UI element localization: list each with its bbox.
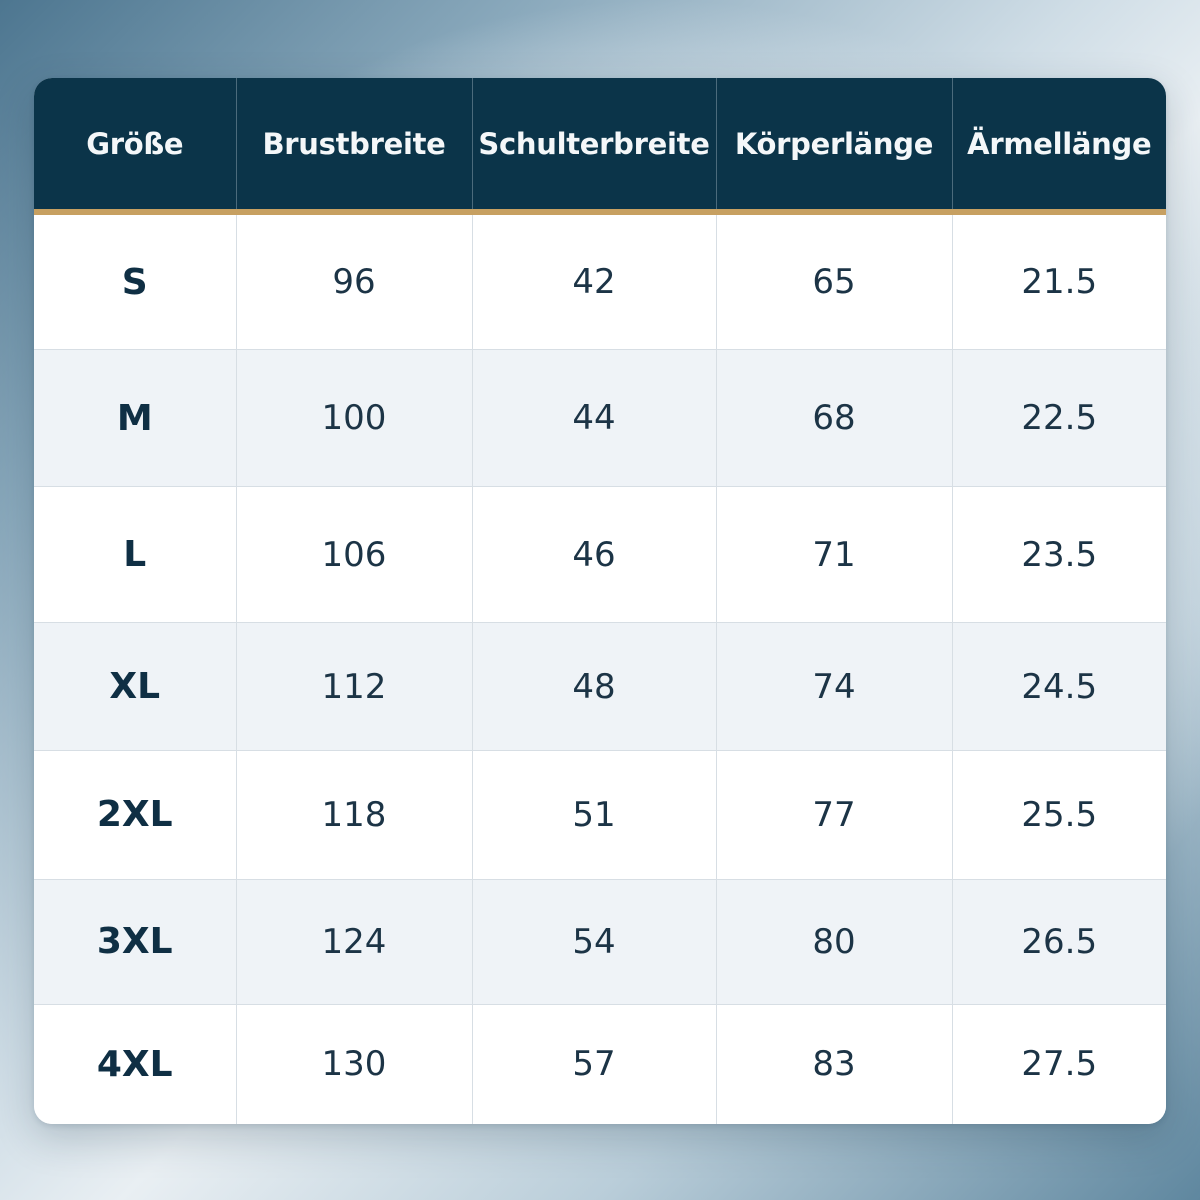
chest-width-cell: 112 <box>236 622 473 752</box>
shoulder-width-cell: 42 <box>472 212 717 351</box>
body-length-cell: 83 <box>716 1004 953 1124</box>
chest-width-cell: 130 <box>236 1004 473 1124</box>
header-body-length: Körperlänge <box>716 78 953 215</box>
size-cell: S <box>34 212 237 351</box>
chest-width-cell: 106 <box>236 486 473 624</box>
sleeve-length-cell: 26.5 <box>952 879 1166 1005</box>
chest-width-cell: 96 <box>236 212 473 351</box>
shoulder-width-cell: 44 <box>472 349 717 488</box>
sleeve-length-cell: 25.5 <box>952 750 1166 880</box>
size-cell: 4XL <box>34 1004 237 1124</box>
size-chart-card: Größe Brustbreite Schulterbreite Körperl… <box>34 78 1166 1124</box>
table-row: 4XL 130 57 83 27.5 <box>34 1004 1166 1124</box>
size-cell: L <box>34 486 237 624</box>
table-header-row: Größe Brustbreite Schulterbreite Körperl… <box>34 78 1166 215</box>
body-length-cell: 68 <box>716 349 953 488</box>
table-row: S 96 42 65 21.5 <box>34 212 1166 351</box>
table-row: XL 112 48 74 24.5 <box>34 622 1166 752</box>
size-cell: 3XL <box>34 879 237 1005</box>
chest-width-cell: 124 <box>236 879 473 1005</box>
shoulder-width-cell: 46 <box>472 486 717 624</box>
body-length-cell: 74 <box>716 622 953 752</box>
sleeve-length-cell: 22.5 <box>952 349 1166 488</box>
table-row: L 106 46 71 23.5 <box>34 486 1166 624</box>
size-chart-table: Größe Brustbreite Schulterbreite Körperl… <box>34 78 1166 1124</box>
body-length-cell: 80 <box>716 879 953 1005</box>
sleeve-length-cell: 23.5 <box>952 486 1166 624</box>
shoulder-width-cell: 48 <box>472 622 717 752</box>
size-cell: XL <box>34 622 237 752</box>
shoulder-width-cell: 51 <box>472 750 717 880</box>
sleeve-length-cell: 27.5 <box>952 1004 1166 1124</box>
chest-width-cell: 100 <box>236 349 473 488</box>
body-length-cell: 71 <box>716 486 953 624</box>
sleeve-length-cell: 24.5 <box>952 622 1166 752</box>
table-row: 2XL 118 51 77 25.5 <box>34 750 1166 880</box>
table-row: 3XL 124 54 80 26.5 <box>34 879 1166 1005</box>
size-cell: 2XL <box>34 750 237 880</box>
shoulder-width-cell: 54 <box>472 879 717 1005</box>
header-shoulder-width: Schulterbreite <box>472 78 717 215</box>
body-length-cell: 77 <box>716 750 953 880</box>
header-chest-width: Brustbreite <box>236 78 473 215</box>
header-sleeve-length: Ärmellänge <box>952 78 1166 215</box>
chest-width-cell: 118 <box>236 750 473 880</box>
header-size: Größe <box>34 78 237 215</box>
body-length-cell: 65 <box>716 212 953 351</box>
shoulder-width-cell: 57 <box>472 1004 717 1124</box>
table-row: M 100 44 68 22.5 <box>34 349 1166 488</box>
sleeve-length-cell: 21.5 <box>952 212 1166 351</box>
size-cell: M <box>34 349 237 488</box>
